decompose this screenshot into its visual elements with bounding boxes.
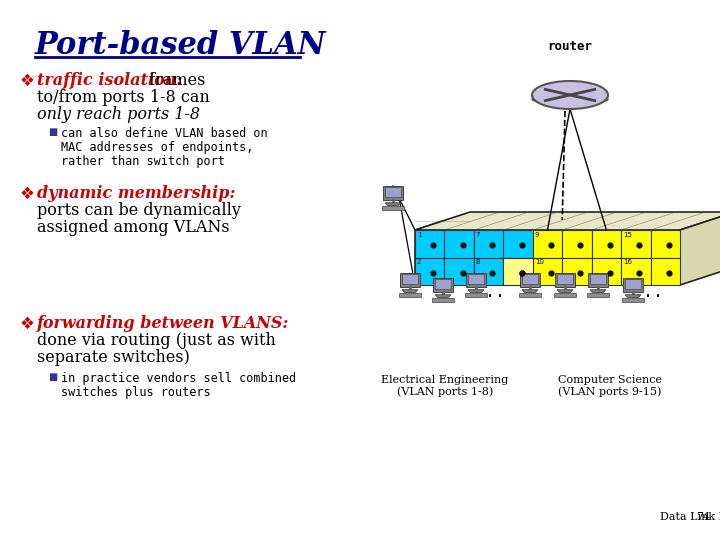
Text: ...: ...: [633, 283, 663, 301]
Polygon shape: [415, 212, 720, 230]
Polygon shape: [651, 258, 680, 285]
Text: Data Link Layer: Data Link Layer: [660, 512, 720, 522]
Text: ...: ...: [475, 283, 505, 301]
Polygon shape: [621, 230, 651, 258]
Polygon shape: [503, 230, 533, 258]
Polygon shape: [651, 230, 680, 258]
Text: only reach ports 1-8: only reach ports 1-8: [37, 106, 200, 123]
Text: 7: 7: [476, 232, 480, 238]
Polygon shape: [402, 274, 418, 285]
Polygon shape: [592, 230, 621, 258]
Text: separate switches): separate switches): [37, 349, 190, 366]
Text: in practice vendors sell combined: in practice vendors sell combined: [61, 372, 296, 385]
Text: ❖: ❖: [20, 185, 35, 203]
Polygon shape: [680, 212, 720, 285]
Polygon shape: [621, 258, 651, 285]
Text: can also define VLAN based on: can also define VLAN based on: [61, 127, 268, 140]
Polygon shape: [503, 258, 533, 285]
Text: frames: frames: [144, 72, 205, 89]
Polygon shape: [562, 258, 592, 285]
Polygon shape: [402, 289, 418, 292]
Polygon shape: [520, 273, 540, 287]
Ellipse shape: [532, 94, 608, 104]
Polygon shape: [433, 278, 453, 292]
Text: ■: ■: [48, 372, 58, 382]
Polygon shape: [592, 258, 621, 285]
Text: Computer Science
(VLAN ports 9-15): Computer Science (VLAN ports 9-15): [558, 375, 662, 397]
Text: done via routing (just as with: done via routing (just as with: [37, 332, 276, 349]
Polygon shape: [555, 273, 575, 287]
Polygon shape: [385, 187, 401, 198]
Polygon shape: [557, 274, 573, 285]
Text: Electrical Engineering
(VLAN ports 1-8): Electrical Engineering (VLAN ports 1-8): [382, 375, 508, 397]
Polygon shape: [415, 230, 680, 285]
Polygon shape: [519, 293, 541, 297]
Polygon shape: [522, 274, 538, 285]
Text: ❖: ❖: [20, 315, 35, 333]
Text: Port-based VLAN: Port-based VLAN: [35, 30, 326, 61]
Polygon shape: [590, 274, 606, 285]
Polygon shape: [474, 258, 503, 285]
Text: traffic isolation:: traffic isolation:: [37, 72, 182, 89]
Polygon shape: [522, 289, 538, 292]
Polygon shape: [432, 298, 454, 302]
Text: 8: 8: [476, 260, 480, 266]
Text: assigned among VLANs: assigned among VLANs: [37, 219, 230, 236]
Polygon shape: [444, 230, 474, 258]
Text: 2: 2: [417, 260, 421, 266]
Text: 74: 74: [696, 512, 710, 522]
Text: router: router: [547, 40, 593, 53]
Polygon shape: [554, 293, 576, 297]
Polygon shape: [444, 258, 474, 285]
Text: rather than switch port: rather than switch port: [61, 155, 225, 168]
Polygon shape: [465, 293, 487, 297]
Polygon shape: [415, 258, 444, 285]
Text: dynamic membership:: dynamic membership:: [37, 185, 235, 202]
Polygon shape: [435, 279, 451, 289]
Polygon shape: [468, 274, 484, 285]
Polygon shape: [623, 278, 643, 292]
Text: ■: ■: [48, 127, 58, 137]
Polygon shape: [587, 293, 609, 297]
Text: MAC addresses of endpoints,: MAC addresses of endpoints,: [61, 141, 253, 154]
Polygon shape: [466, 273, 486, 287]
Text: 9: 9: [535, 232, 539, 238]
Text: 15: 15: [623, 232, 632, 238]
Polygon shape: [385, 202, 401, 205]
Text: switches plus routers: switches plus routers: [61, 386, 211, 399]
Text: to/from ports 1-8 can: to/from ports 1-8 can: [37, 89, 210, 106]
Text: ports can be dynamically: ports can be dynamically: [37, 202, 241, 219]
Polygon shape: [625, 295, 641, 298]
Ellipse shape: [532, 81, 608, 109]
Polygon shape: [625, 279, 641, 289]
Polygon shape: [468, 289, 484, 292]
Polygon shape: [622, 298, 644, 302]
Polygon shape: [503, 258, 533, 285]
Polygon shape: [562, 230, 592, 258]
Polygon shape: [399, 293, 421, 297]
Text: forwarding between VLANS:: forwarding between VLANS:: [37, 315, 289, 332]
Text: 16: 16: [623, 260, 632, 266]
Polygon shape: [533, 258, 562, 285]
Polygon shape: [588, 273, 608, 287]
Polygon shape: [415, 230, 444, 258]
Polygon shape: [383, 186, 403, 200]
Text: 1: 1: [417, 232, 421, 238]
Polygon shape: [382, 206, 404, 210]
Text: 10: 10: [535, 260, 544, 266]
Text: ❖: ❖: [20, 72, 35, 90]
Polygon shape: [400, 273, 420, 287]
Polygon shape: [533, 230, 562, 258]
Polygon shape: [557, 289, 573, 292]
Polygon shape: [590, 289, 606, 292]
Polygon shape: [435, 295, 451, 298]
Polygon shape: [474, 230, 503, 258]
